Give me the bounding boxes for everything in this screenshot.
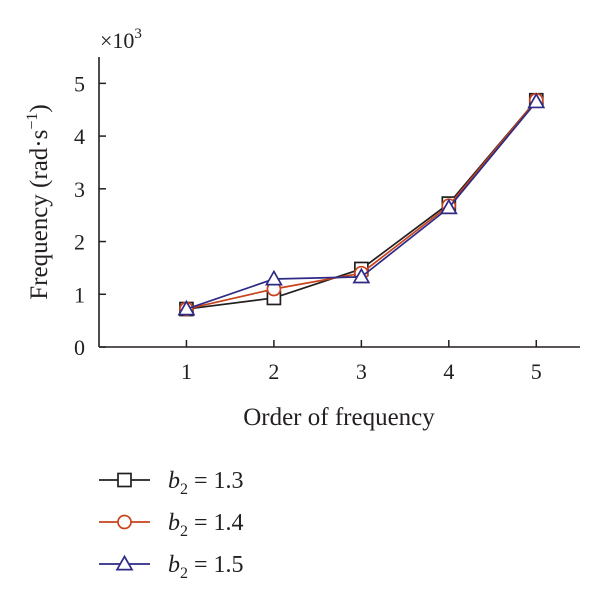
x-tick-label: 2 xyxy=(268,359,279,384)
series-triangle xyxy=(177,92,546,316)
y-ticks: 0 1 2 3 4 5 xyxy=(74,71,106,360)
x-tick-label: 5 xyxy=(531,359,542,384)
y-axis-label: Frequency (rad·s−1) xyxy=(24,104,53,299)
y-tick-label: 2 xyxy=(74,230,85,255)
y-tick-label: 0 xyxy=(74,335,85,360)
legend-item: b2 = 1.3 xyxy=(99,468,244,498)
data-point-triangle xyxy=(352,267,371,284)
legend-label: b2 = 1.5 xyxy=(168,552,244,582)
x-tick-label: 4 xyxy=(443,359,454,384)
y-tick-label: 3 xyxy=(74,177,85,202)
legend-marker-triangle xyxy=(115,554,134,571)
data-point-triangle xyxy=(177,299,196,316)
y-multiplier: ×103 xyxy=(100,26,142,53)
y-tick-label: 1 xyxy=(74,282,85,307)
x-tick-label: 1 xyxy=(181,359,192,384)
legend-marker-circle xyxy=(117,514,132,530)
legend-item: b2 = 1.5 xyxy=(99,552,244,582)
data-point-triangle xyxy=(264,269,283,286)
data-point-triangle xyxy=(527,92,546,109)
data-point-triangle xyxy=(439,198,458,215)
legend-marker-square xyxy=(117,472,132,488)
x-ticks: 1 2 3 4 5 xyxy=(181,340,542,384)
legend-item: b2 = 1.4 xyxy=(99,510,244,540)
axes xyxy=(98,57,580,348)
legend: b2 = 1.3 b2 = 1.4 b2 = 1.5 xyxy=(99,468,244,582)
x-axis-label: Order of frequency xyxy=(243,404,435,431)
series-layer xyxy=(177,92,546,317)
y-tick-label: 4 xyxy=(74,124,85,149)
legend-label: b2 = 1.3 xyxy=(168,468,244,498)
x-tick-label: 3 xyxy=(356,359,367,384)
legend-label: b2 = 1.4 xyxy=(168,510,244,540)
y-tick-label: 5 xyxy=(74,71,85,96)
